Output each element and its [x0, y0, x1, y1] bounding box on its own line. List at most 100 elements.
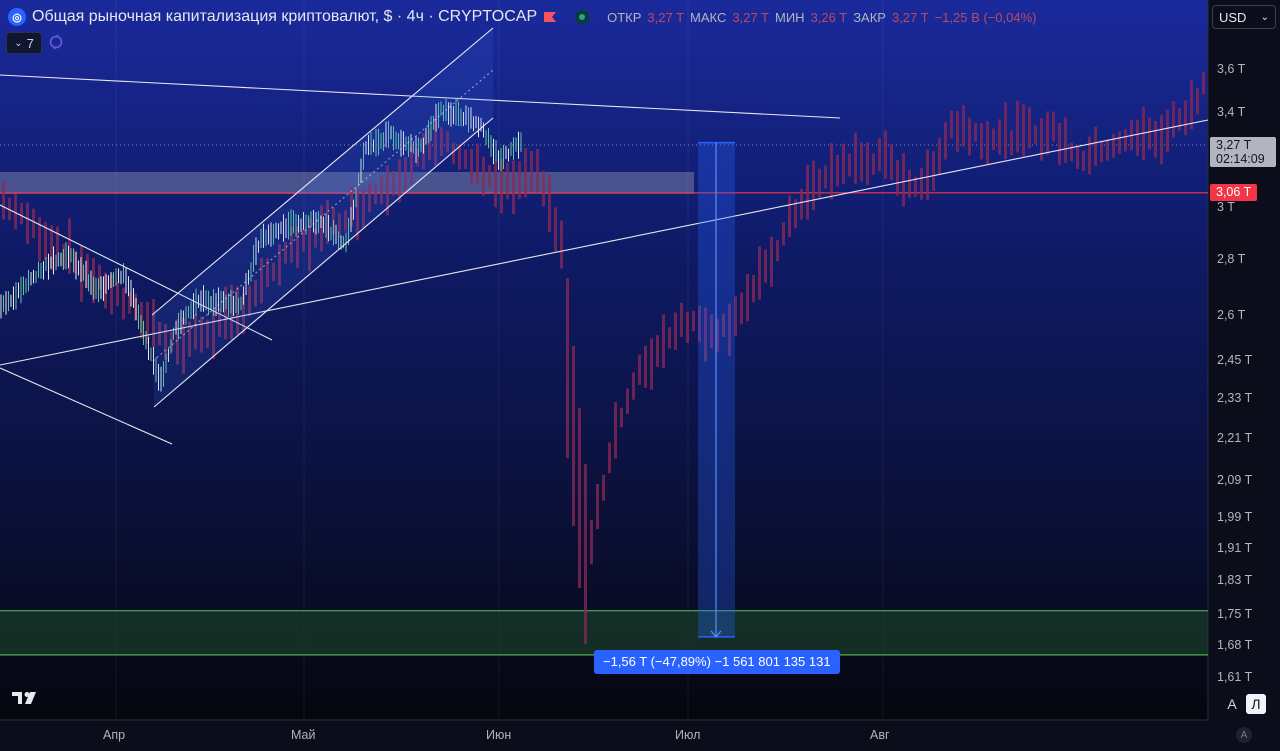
projection-candle [1004, 102, 1007, 159]
projection-candle [950, 110, 953, 139]
ohlc-high-value: 3,27 T [732, 9, 769, 25]
projection-candle [536, 149, 539, 193]
projection-candle [1094, 126, 1097, 166]
projection-candle [530, 151, 533, 191]
projection-candle [554, 207, 557, 252]
projection-candle [1172, 100, 1175, 138]
sync-icon[interactable] [48, 34, 64, 50]
time-tick-label: Апр [103, 728, 126, 742]
projection-candle [488, 164, 491, 188]
bar-countdown: 02:14:09 [1216, 152, 1265, 166]
projection-candle [1064, 117, 1067, 163]
log-scale-button[interactable]: Л [1246, 694, 1266, 714]
price-tick-label: 2,21 T [1217, 430, 1253, 445]
projection-candle [650, 338, 653, 390]
channel-fill [152, 28, 493, 407]
projection-candle [842, 143, 845, 184]
projection-candle [1154, 121, 1157, 158]
price-tick-label: 2,6 T [1217, 307, 1246, 322]
projection-candle [1040, 118, 1043, 161]
projection-candle [8, 197, 11, 221]
price-tick-label: 1,99 T [1217, 509, 1253, 524]
price-axis-background [1208, 0, 1280, 720]
projection-candle [944, 122, 947, 160]
projection-candle [50, 225, 53, 271]
projection-candle [770, 236, 773, 287]
projection-candle [284, 241, 287, 264]
flag-icon[interactable] [543, 11, 557, 23]
auto-scale-button[interactable]: A [1222, 694, 1242, 714]
projection-candle [812, 160, 815, 211]
projection-candle [356, 188, 359, 241]
projection-candle [1016, 100, 1019, 153]
projection-candle [146, 301, 149, 344]
projection-candle [614, 402, 617, 459]
tradingview-logo-icon[interactable] [12, 690, 44, 706]
projection-candle [1058, 123, 1061, 165]
projection-candles [2, 72, 1205, 644]
projection-candle [824, 165, 827, 189]
projection-candle [482, 156, 485, 196]
currency-select[interactable]: USD ⌄ [1212, 5, 1276, 29]
projection-candle [506, 162, 509, 200]
current-price-tag: 3,27 T 02:14:09 [1210, 137, 1276, 167]
measure-label[interactable]: −1,56 T (−47,89%) −1 561 801 135 131 [594, 650, 840, 674]
projection-candle [392, 171, 395, 196]
projection-candle [698, 305, 701, 342]
projection-candle [86, 253, 89, 289]
projection-candle [548, 175, 551, 233]
projection-candle [878, 138, 881, 172]
price-tick-label: 1,68 T [1217, 637, 1253, 652]
projection-candle [32, 208, 35, 239]
price-tick-label: 2,09 T [1217, 472, 1253, 487]
projection-candle [68, 218, 71, 275]
projection-candle [962, 105, 965, 147]
projection-candle [158, 321, 161, 346]
projection-candle [242, 293, 245, 334]
projection-candle [434, 118, 437, 166]
projection-candle [986, 121, 989, 165]
projection-candle [212, 311, 215, 360]
projection-candle [620, 407, 623, 428]
indicators-toggle-button[interactable]: ⌄ 7 [6, 32, 42, 54]
projection-candle [1028, 107, 1031, 149]
projection-candle [1088, 136, 1091, 175]
projection-candle [596, 484, 599, 530]
cryptocap-icon: ◎ [8, 8, 26, 26]
ohlc-close-label: ЗАКР [853, 9, 886, 25]
ohlc-high-label: МАКС [690, 9, 727, 25]
projection-candle [164, 323, 167, 360]
projection-candle [296, 226, 299, 268]
projection-candle [1112, 133, 1115, 158]
support-zone [0, 610, 1208, 655]
projection-candle [260, 257, 263, 304]
projection-candle [872, 153, 875, 175]
projection-candle [320, 205, 323, 252]
month-grid [115, 0, 884, 720]
projection-candle [956, 111, 959, 152]
projection-candle [398, 159, 401, 203]
projection-candle [236, 286, 239, 335]
current-price-value: 3,27 T [1216, 138, 1252, 152]
projection-candle [782, 222, 785, 246]
projection-candle [1124, 129, 1127, 152]
projection-candle [890, 144, 893, 181]
projection-candle [1136, 119, 1139, 156]
projection-candle [98, 264, 101, 290]
projection-candle [128, 292, 131, 314]
projection-candle [722, 313, 725, 337]
projection-candle [668, 327, 671, 349]
projection-candle [500, 159, 503, 214]
projection-candle [926, 149, 929, 200]
projection-candle [278, 244, 281, 286]
time-axis-background [0, 720, 1280, 751]
ohlc-values: ОТКР 3,27 T МАКС 3,27 T МИН 3,26 T ЗАКР 3,27… [607, 10, 1036, 25]
price-candles [0, 98, 522, 392]
projection-candle [20, 202, 23, 225]
chart-title[interactable]: Общая рыночная капитализация криптовалют… [32, 8, 538, 25]
auto-badge[interactable]: A [1236, 727, 1252, 743]
ohlc-low-value: 3,26 T [810, 9, 848, 25]
time-tick-label: Июл [675, 728, 701, 742]
projection-candle [458, 144, 461, 170]
